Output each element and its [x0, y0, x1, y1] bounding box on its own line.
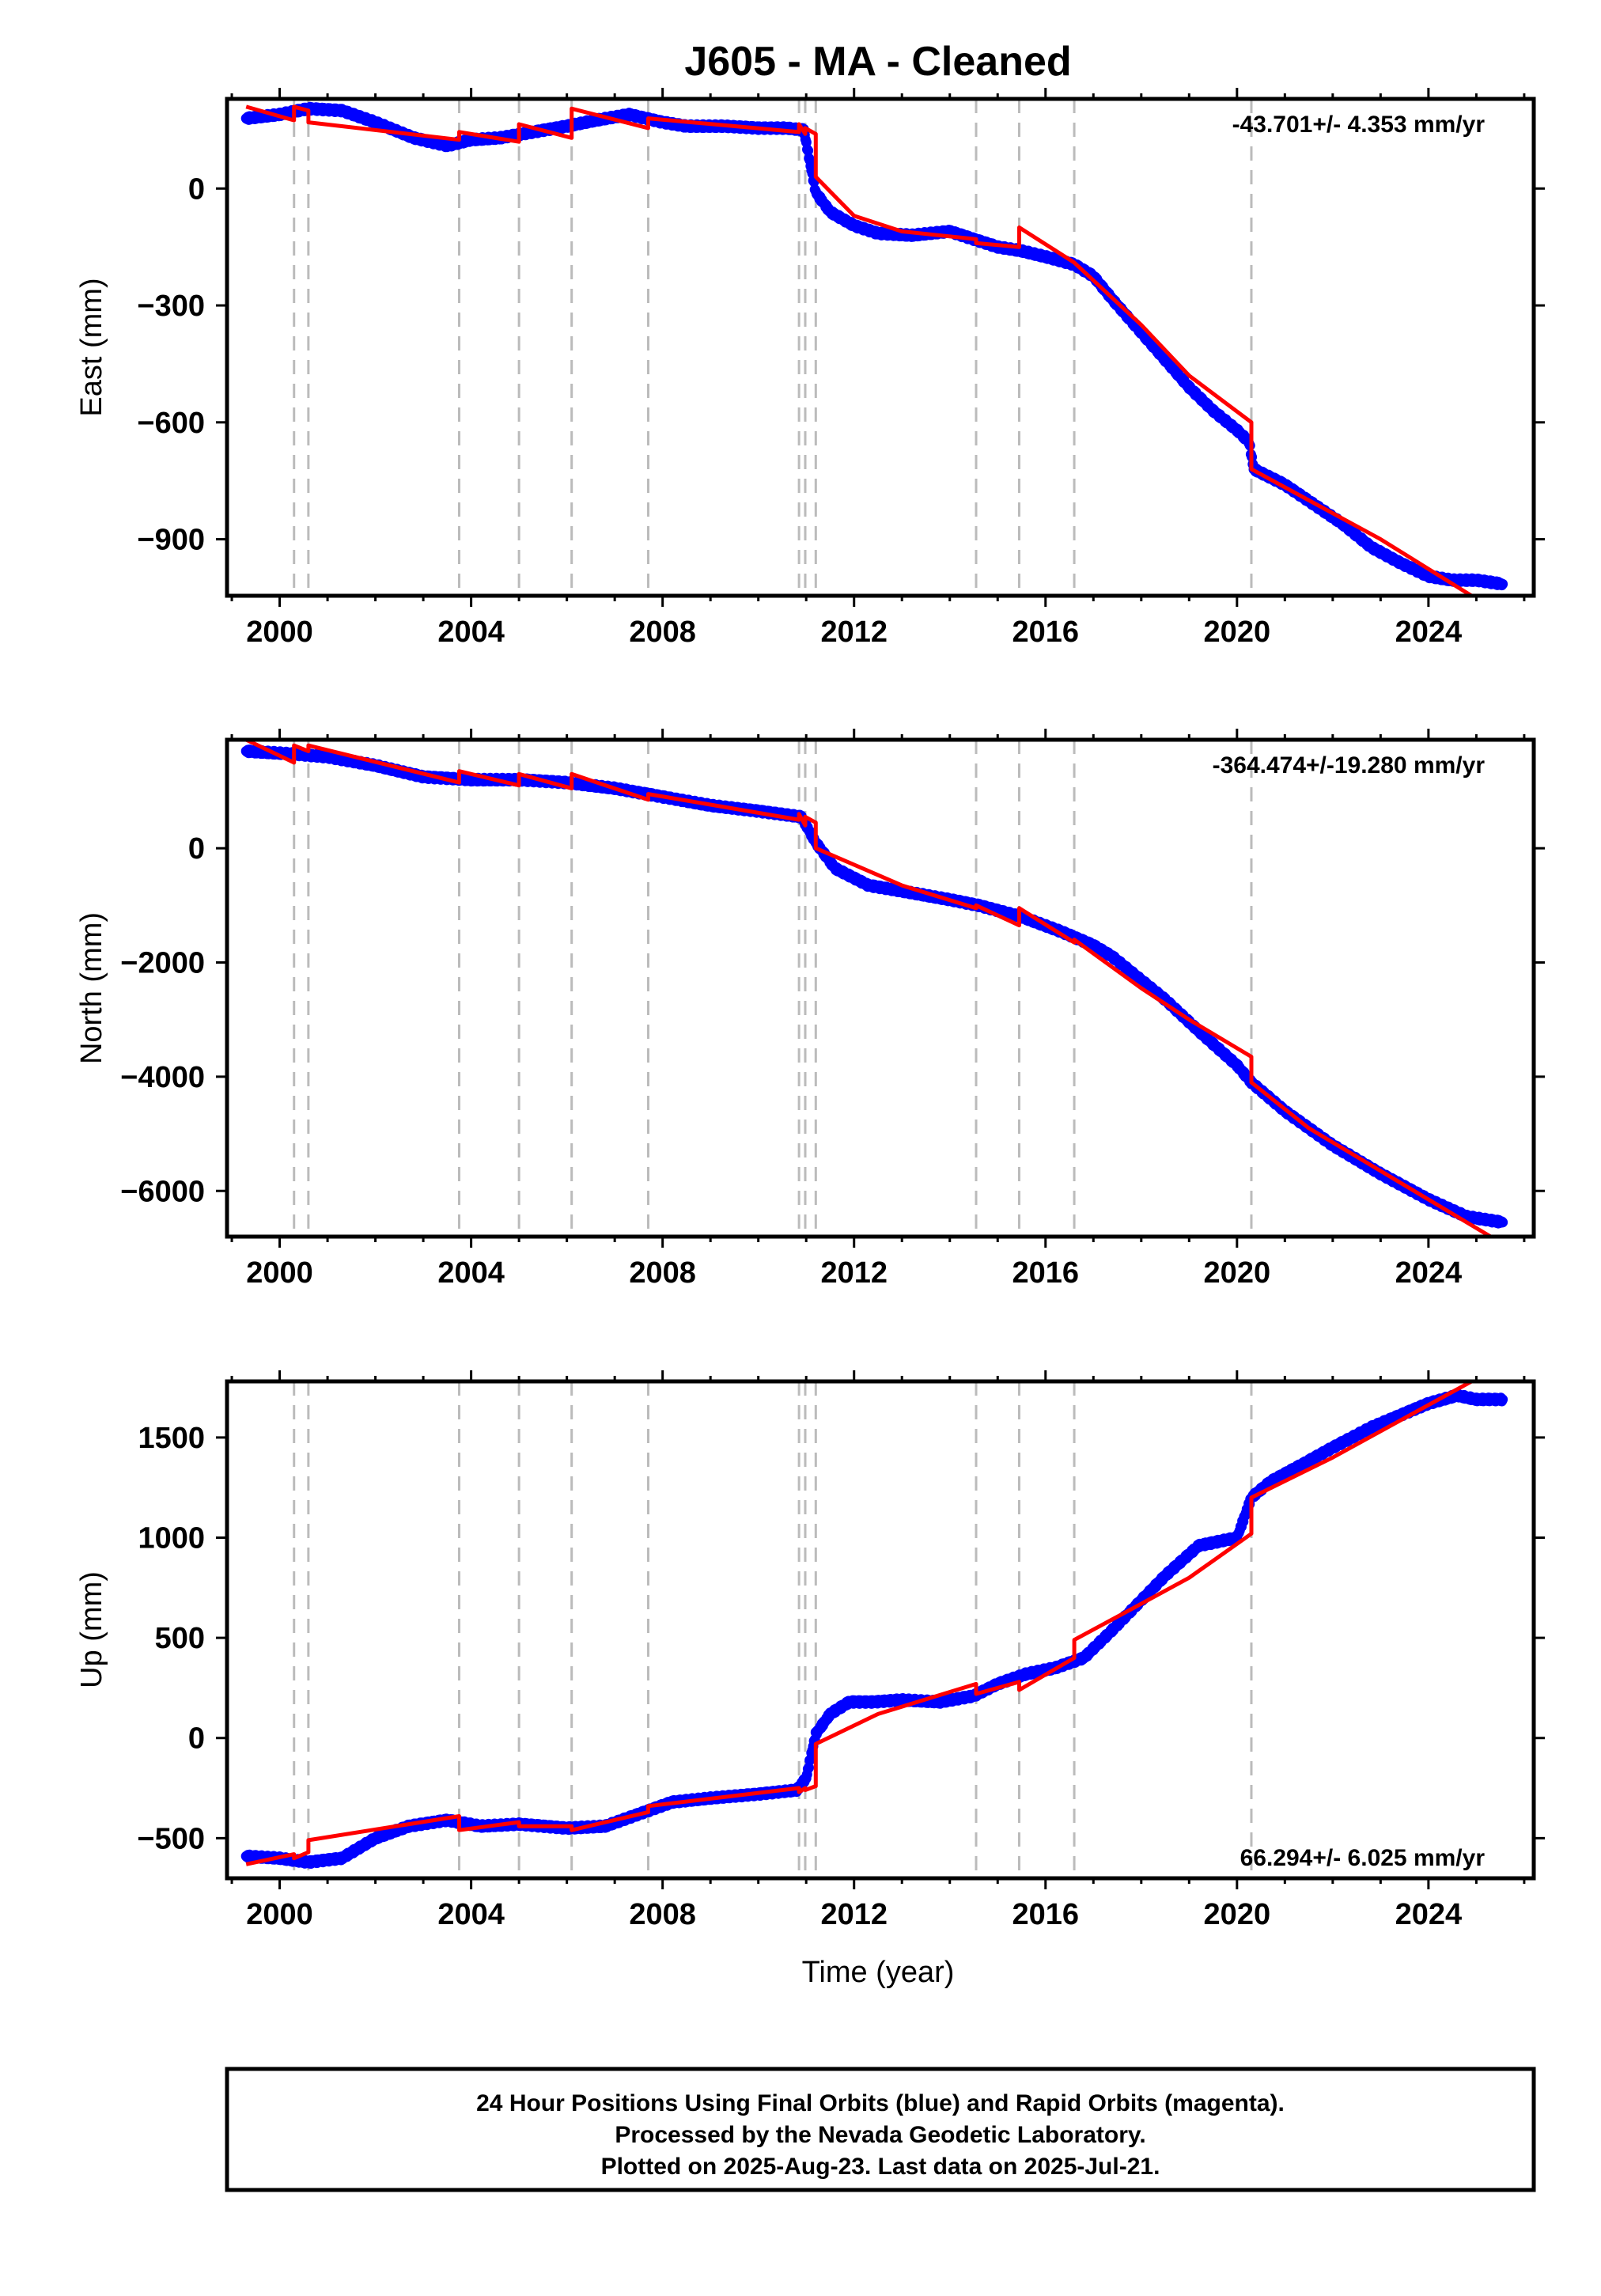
north-xtick-label-2000: 2000: [246, 1256, 313, 1290]
up-model-line: [245, 1381, 1473, 1866]
up-ytick-label-500: 500: [155, 1622, 205, 1655]
north-rate-label: -364.474+/-19.280 mm/yr: [1213, 752, 1486, 779]
north-xtick-label-2024: 2024: [1395, 1256, 1463, 1290]
east-observations: [240, 101, 1508, 591]
up-ytick-label--500: −500: [137, 1822, 205, 1855]
up-rate-label: 66.294+/- 6.025 mm/yr: [1240, 1845, 1486, 1871]
north-xtick-label-2012: 2012: [820, 1256, 888, 1290]
east-ytick-label--600: −600: [137, 407, 205, 440]
figure-title: J605 - MA - Cleaned: [684, 39, 1071, 85]
east-y-axis-label: East (mm): [75, 278, 108, 416]
east-obs-point-651: [803, 145, 814, 156]
up-xtick-label-2024: 2024: [1395, 1898, 1463, 1931]
east-rate-label: -43.701+/- 4.353 mm/yr: [1232, 112, 1486, 138]
north-ytick-label--2000: −2000: [120, 947, 205, 980]
east-xtick-label-2000: 2000: [246, 616, 313, 649]
footer-line-1: 24 Hour Positions Using Final Orbits (bl…: [476, 2090, 1285, 2116]
north-xtick-label-2016: 2016: [1012, 1256, 1079, 1290]
north-observations: [240, 744, 1508, 1229]
up-xtick-label-2000: 2000: [246, 1898, 313, 1931]
east-frame: [225, 97, 1536, 598]
north-obs-point-1446: [1497, 1217, 1508, 1228]
up-y-axis-label: Up (mm): [75, 1571, 108, 1688]
east-ytick-label--900: −900: [137, 524, 205, 557]
north-y-axis-label: North (mm): [75, 912, 108, 1064]
north-xtick-label-2008: 2008: [629, 1256, 696, 1290]
panel-up: 2000 2004 2008 2012 2016 2020 2024 1500 1000 500 0…: [75, 1370, 1545, 1931]
footer-line-3: Plotted on 2025-Aug-23. Last data on 202…: [601, 2154, 1160, 2180]
east-xtick-label-2008: 2008: [629, 616, 696, 649]
footer-line-2: Processed by the Nevada Geodetic Laborat…: [615, 2122, 1145, 2148]
north-ytick-label--4000: −4000: [120, 1061, 205, 1094]
east-xtick-label-2016: 2016: [1012, 616, 1079, 649]
panels: 2000 2004 2008 2012 2016 2020 2024 0 −300 −600 −90…: [75, 88, 1545, 1931]
north-xtick-label-2020: 2020: [1204, 1256, 1271, 1290]
east-model-line: [245, 104, 1473, 596]
up-observations: [240, 1389, 1508, 1869]
east-plot-area: [240, 101, 1508, 596]
up-xtick-label-2012: 2012: [820, 1898, 888, 1931]
panel-east: 2000 2004 2008 2012 2016 2020 2024 0 −300 −600 −90…: [75, 88, 1545, 649]
east-xtick-label-2012: 2012: [820, 616, 888, 649]
footer-box: [225, 2067, 1536, 2192]
up-xtick-label-2020: 2020: [1204, 1898, 1271, 1931]
up-xtick-label-2016: 2016: [1012, 1898, 1079, 1931]
up-ytick-label-1500: 1500: [138, 1422, 205, 1455]
up-xtick-label-2008: 2008: [629, 1898, 696, 1931]
east-xtick-label-2004: 2004: [437, 616, 505, 649]
north-ytick-label-0: 0: [188, 832, 205, 866]
north-frame: [225, 737, 1536, 1239]
up-ytick-label-1000: 1000: [138, 1522, 205, 1555]
east-ytick-label--300: −300: [137, 290, 205, 323]
north-model-line: [245, 740, 1492, 1237]
up-xtick-label-2004: 2004: [437, 1898, 505, 1931]
east-obs-point-1454: [1497, 578, 1508, 589]
up-plot-area: [240, 1381, 1508, 1869]
east-ytick-label-0: 0: [188, 172, 205, 206]
north-ytick-label--6000: −6000: [120, 1175, 205, 1208]
panel-north: 2000 2004 2008 2012 2016 2020 2024 0 −2000 −4000 −…: [75, 729, 1545, 1290]
up-frame: [225, 1379, 1536, 1881]
north-xtick-label-2004: 2004: [437, 1256, 505, 1290]
east-xtick-label-2020: 2020: [1204, 616, 1271, 649]
up-ytick-label-0: 0: [188, 1722, 205, 1756]
north-plot-area: [240, 740, 1508, 1237]
east-xtick-label-2024: 2024: [1395, 616, 1463, 649]
up-obs-point-1449: [1497, 1394, 1508, 1405]
x-axis-label: Time (year): [802, 1956, 955, 1989]
